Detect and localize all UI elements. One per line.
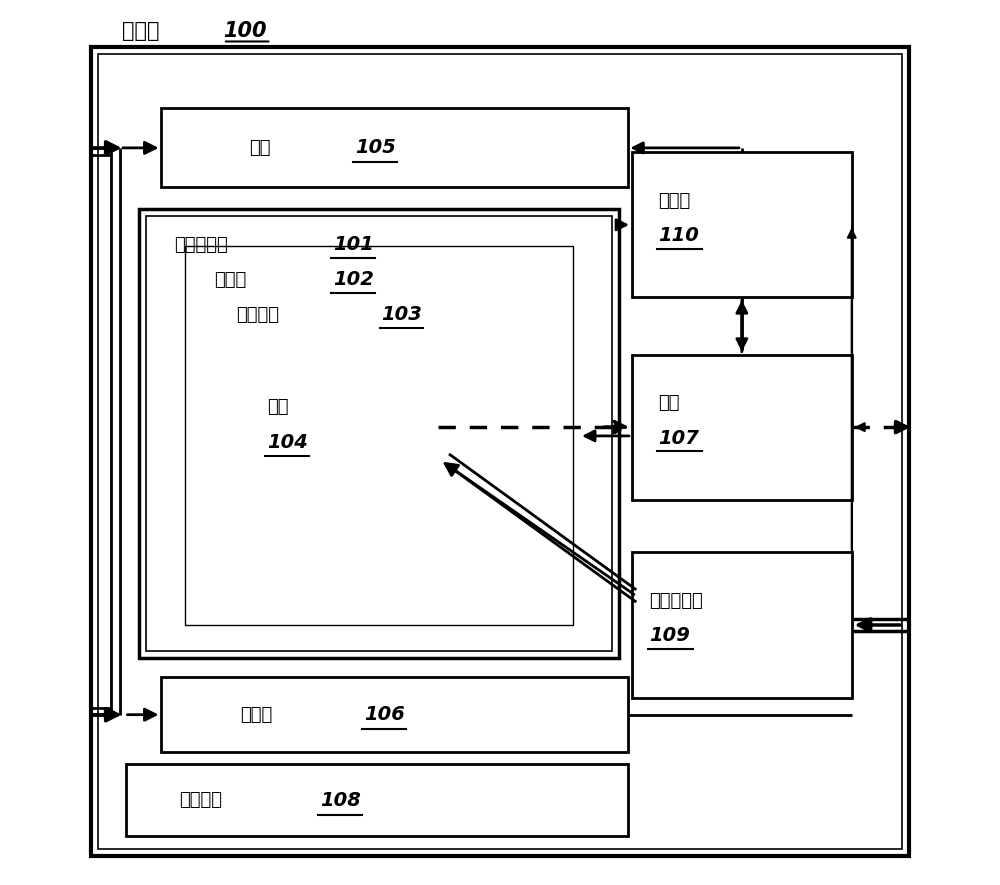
Text: 106: 106 <box>364 705 405 724</box>
Bar <box>632 552 852 697</box>
Bar <box>139 210 619 658</box>
Bar <box>161 108 628 188</box>
Text: 110: 110 <box>658 227 699 245</box>
Text: 100: 100 <box>223 21 266 41</box>
Text: 107: 107 <box>658 428 699 448</box>
Text: 密封件: 密封件 <box>214 271 246 289</box>
Text: 控制器: 控制器 <box>658 192 691 210</box>
Text: 冰分配器: 冰分配器 <box>179 791 222 810</box>
Text: 103: 103 <box>381 305 422 325</box>
Bar <box>185 246 573 626</box>
Text: 109: 109 <box>650 627 690 645</box>
Text: 集水器: 集水器 <box>241 705 273 724</box>
Bar <box>632 355 852 500</box>
Text: 105: 105 <box>355 138 396 158</box>
Bar <box>146 217 612 651</box>
Text: 蒸发器棚格: 蒸发器棚格 <box>175 235 228 254</box>
Bar <box>161 677 628 752</box>
Text: 弹性基板: 弹性基板 <box>236 306 279 324</box>
Bar <box>632 152 852 297</box>
Bar <box>126 765 628 836</box>
Bar <box>179 240 579 632</box>
Bar <box>210 275 553 605</box>
Bar <box>236 359 438 561</box>
Text: 气体压缩机: 气体压缩机 <box>650 592 703 610</box>
Text: 102: 102 <box>333 270 374 289</box>
Text: 气阀: 气阀 <box>267 398 288 416</box>
Text: 水源: 水源 <box>249 139 271 157</box>
Text: 制冰机: 制冰机 <box>122 21 173 41</box>
Text: 104: 104 <box>267 433 308 452</box>
Text: 108: 108 <box>320 791 361 810</box>
Text: 冰箱: 冰箱 <box>658 394 680 412</box>
Text: 101: 101 <box>333 235 374 254</box>
